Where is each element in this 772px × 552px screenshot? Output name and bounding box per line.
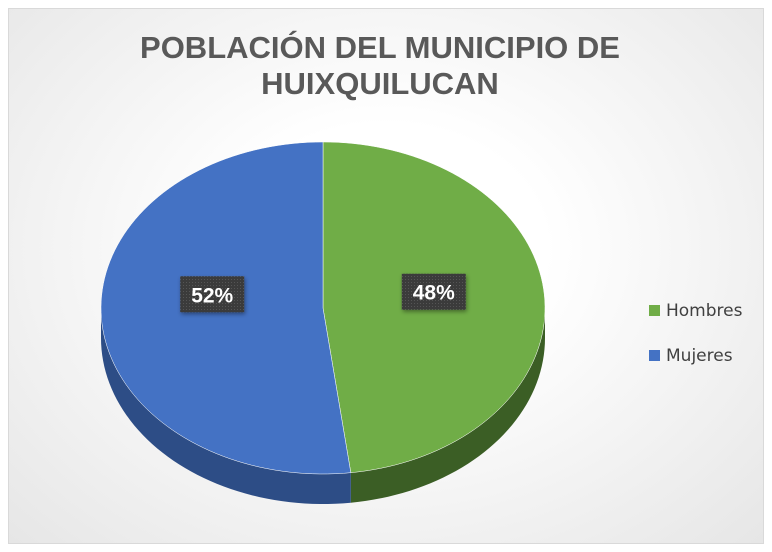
pie-side [350, 308, 545, 503]
legend-label: Hombres [666, 301, 743, 321]
legend-swatch [649, 350, 660, 361]
legend-label: Mujeres [666, 346, 733, 366]
data-label-box [401, 273, 466, 310]
data-label: 48% [413, 282, 455, 305]
chart-title: POBLACIÓN DEL MUNICIPIO DE HUIXQUILUCAN [140, 30, 620, 101]
data-label-box [180, 276, 245, 313]
legend-swatch [649, 305, 660, 316]
pie-side [101, 308, 351, 504]
data-label: 52% [191, 284, 233, 307]
